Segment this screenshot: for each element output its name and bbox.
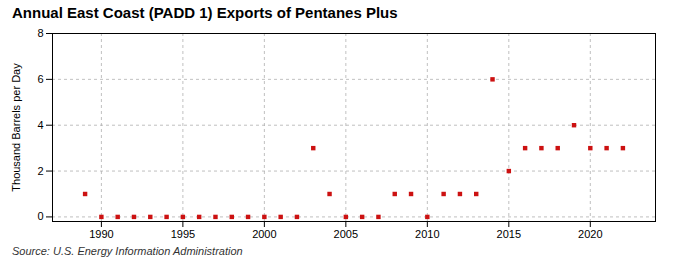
html-text:Annual East Coast (PADD 1) Exp: Annual East Coast (PADD 1) Exports of Pe…	[12, 4, 398, 21]
svg-text:8: 8	[37, 27, 43, 39]
svg-text:2: 2	[37, 165, 43, 177]
svg-text:Thousand Barrels per Day: Thousand Barrels per Day	[10, 63, 22, 192]
svg-text:0: 0	[37, 210, 43, 222]
svg-text:2020: 2020	[578, 228, 602, 240]
svg-text:1990: 1990	[89, 228, 113, 240]
svg-text:2000: 2000	[252, 228, 276, 240]
svg-text:2015: 2015	[497, 228, 521, 240]
svg-text:1995: 1995	[171, 228, 195, 240]
svg-text:6: 6	[37, 73, 43, 85]
svg-text:2010: 2010	[415, 228, 439, 240]
html-text:Source: U.S. Energy Informatio: Source: U.S. Energy Information Administ…	[12, 245, 243, 257]
svg-text:4: 4	[37, 119, 43, 131]
svg-text:2005: 2005	[334, 228, 358, 240]
